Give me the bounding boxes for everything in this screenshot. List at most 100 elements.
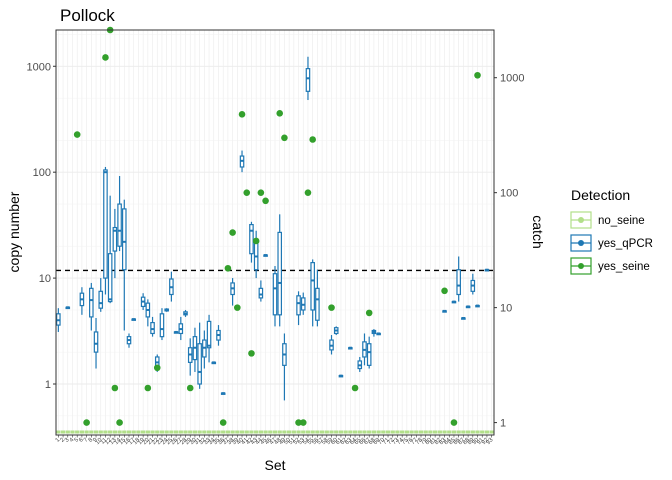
x-tick-label: 52 bbox=[292, 437, 301, 446]
seine-catch-point bbox=[252, 237, 260, 245]
x-tick-label: 86 bbox=[453, 437, 462, 446]
qpcr-box-set-34 bbox=[211, 361, 217, 365]
no-seine-point bbox=[98, 430, 103, 434]
x-tick-label: 92 bbox=[481, 437, 490, 446]
no-seine-point bbox=[367, 430, 372, 434]
box-body bbox=[366, 343, 372, 366]
qpcr-box-set-11 bbox=[103, 166, 108, 295]
x-tick-label: 11 bbox=[100, 437, 109, 446]
no-seine-point bbox=[249, 430, 254, 434]
seine-catch-point bbox=[262, 197, 269, 205]
x-tick-label: 4 bbox=[69, 437, 76, 444]
no-seine-point bbox=[145, 430, 150, 434]
qpcr-box-set-66 bbox=[362, 333, 367, 366]
seine-catch-point bbox=[248, 350, 255, 357]
box-body bbox=[112, 226, 118, 252]
qpcr-box-set-20 bbox=[145, 299, 151, 327]
box-body bbox=[296, 295, 301, 316]
no-seine-point bbox=[112, 430, 117, 434]
seine-catch-point bbox=[299, 419, 307, 426]
x-tick-label: 29 bbox=[184, 437, 193, 446]
no-seine-point bbox=[230, 430, 235, 434]
x-tick-label: 66 bbox=[358, 437, 367, 446]
x-tick-label: 72 bbox=[387, 437, 396, 446]
qpcr-box-set-92 bbox=[484, 268, 490, 272]
box-body bbox=[206, 320, 212, 349]
seine-catch-point bbox=[441, 287, 448, 295]
qpcr-box-set-6 bbox=[79, 287, 85, 315]
no-seine-point bbox=[239, 430, 245, 434]
no-seine-point bbox=[461, 430, 466, 434]
no-seine-point bbox=[352, 430, 358, 434]
x-tick-label: 30 bbox=[189, 437, 198, 446]
qpcr-box-set-90 bbox=[475, 304, 480, 308]
no-seine-point bbox=[108, 430, 113, 434]
x-tick-label: 25 bbox=[165, 437, 174, 446]
no-seine-point bbox=[456, 430, 461, 434]
no-seine-point bbox=[117, 430, 122, 434]
no-seine-point bbox=[155, 430, 160, 434]
no-seine-point bbox=[131, 430, 136, 434]
x-tick-label: 21 bbox=[146, 437, 155, 446]
y2-tick-label: 100 bbox=[500, 188, 518, 200]
seine-catch-point bbox=[144, 384, 152, 392]
x-tick-label: 47 bbox=[269, 437, 278, 446]
y2-tick-label: 10 bbox=[500, 303, 512, 315]
seine-catch-point bbox=[219, 419, 227, 426]
no-seine-point bbox=[197, 430, 202, 434]
no-seine-point bbox=[211, 430, 216, 434]
no-seine-point bbox=[65, 430, 70, 434]
x-tick-label: 2 bbox=[59, 437, 66, 444]
qpcr-box-set-55 bbox=[310, 259, 315, 327]
no-seine-point bbox=[310, 430, 315, 434]
no-seine-point bbox=[301, 430, 306, 434]
x-tick-label: 57 bbox=[316, 437, 325, 446]
box-body bbox=[89, 287, 94, 318]
x-tick-label: 84 bbox=[443, 437, 452, 446]
x-tick-label: 80 bbox=[424, 437, 433, 446]
no-seine-point bbox=[428, 430, 433, 434]
box-body bbox=[249, 223, 254, 255]
qpcr-box-set-53 bbox=[300, 292, 306, 315]
no-seine-point bbox=[418, 430, 424, 434]
box-body bbox=[305, 68, 311, 92]
x-tick-label: 77 bbox=[410, 437, 419, 446]
no-seine-point bbox=[390, 430, 395, 434]
x-tick-label: 17 bbox=[128, 437, 137, 446]
x-tick-label: 5 bbox=[74, 437, 81, 444]
seine-catch-point bbox=[102, 54, 109, 61]
seine-catch-point bbox=[474, 71, 481, 79]
x-tick-label: 22 bbox=[151, 437, 160, 446]
qpcr-box-set-44 bbox=[258, 280, 264, 302]
qpcr-box-set-48 bbox=[277, 214, 283, 327]
x-tick-label: 62 bbox=[340, 437, 349, 446]
no-seine-point bbox=[178, 430, 183, 434]
qpcr-box-set-67 bbox=[366, 336, 372, 369]
no-seine-point bbox=[206, 430, 212, 434]
qpcr-box-set-47 bbox=[272, 266, 278, 327]
x-tick-label: 51 bbox=[288, 437, 297, 446]
no-seine-point bbox=[79, 430, 85, 434]
qpcr-box-set-45 bbox=[263, 254, 268, 257]
no-seine-point bbox=[277, 430, 282, 434]
qpcr-box-set-68 bbox=[371, 329, 377, 337]
x-tick-label: 59 bbox=[325, 437, 334, 446]
x-tick-label: 67 bbox=[363, 437, 372, 446]
x-tick-label: 6 bbox=[78, 437, 85, 444]
qpcr-box-set-21 bbox=[150, 316, 155, 337]
qpcr-box-set-10 bbox=[98, 278, 104, 312]
y-tick-label: 1 bbox=[45, 379, 51, 391]
x-tick-label: 64 bbox=[349, 437, 358, 446]
no-seine-point bbox=[263, 430, 268, 434]
y-axis-right: 1 10 100 1000 bbox=[494, 73, 524, 430]
no-seine-point bbox=[159, 430, 165, 434]
no-seine-point bbox=[221, 430, 226, 434]
box-body bbox=[121, 208, 127, 271]
no-seine-point bbox=[192, 430, 198, 434]
x-tick-label: 34 bbox=[208, 437, 217, 446]
no-seine-point bbox=[136, 430, 141, 434]
x-tick-label: 81 bbox=[429, 437, 438, 446]
x-tick-label: 36 bbox=[217, 437, 226, 446]
x-tick-label: 42 bbox=[245, 437, 254, 446]
x-tick-label: 38 bbox=[227, 437, 236, 446]
